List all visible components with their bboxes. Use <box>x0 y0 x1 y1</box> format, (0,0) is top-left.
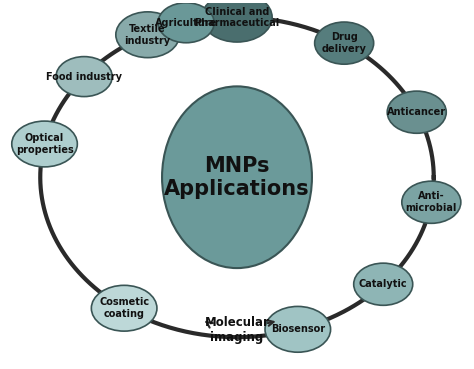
Text: Clinical and
Pharmaceutical: Clinical and Pharmaceutical <box>194 7 280 28</box>
Ellipse shape <box>315 22 374 64</box>
Text: MNPs
Applications: MNPs Applications <box>164 156 310 199</box>
Ellipse shape <box>12 121 77 167</box>
Text: Anti-
microbial: Anti- microbial <box>406 192 457 213</box>
Ellipse shape <box>116 12 180 58</box>
Ellipse shape <box>158 3 214 43</box>
Text: Biosensor: Biosensor <box>271 324 325 334</box>
Ellipse shape <box>265 306 330 352</box>
Ellipse shape <box>91 285 157 331</box>
Text: Optical
properties: Optical properties <box>16 133 73 155</box>
Text: Cosmetic
coating: Cosmetic coating <box>99 297 149 319</box>
Text: Textile
industry: Textile industry <box>125 24 171 45</box>
Ellipse shape <box>162 86 312 268</box>
Text: Molecular
imaging: Molecular imaging <box>205 316 269 344</box>
Text: Anticancer: Anticancer <box>387 107 447 117</box>
Ellipse shape <box>387 91 446 133</box>
Text: Food industry: Food industry <box>46 72 122 82</box>
Text: Agriculture: Agriculture <box>155 18 217 28</box>
Ellipse shape <box>202 0 272 42</box>
Ellipse shape <box>402 181 461 223</box>
Text: Catalytic: Catalytic <box>359 279 408 289</box>
Text: Drug
delivery: Drug delivery <box>322 32 366 54</box>
Ellipse shape <box>354 263 413 305</box>
Ellipse shape <box>56 56 112 97</box>
